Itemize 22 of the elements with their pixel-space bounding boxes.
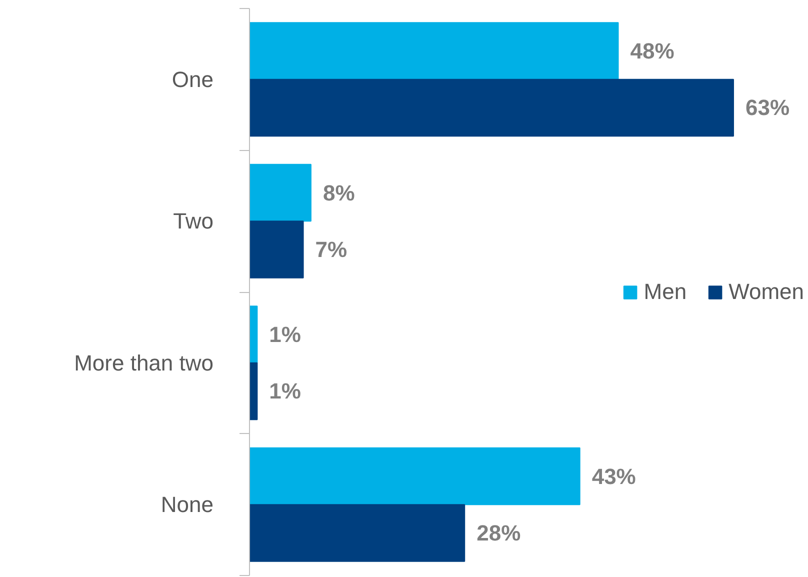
data-label: 43% xyxy=(592,464,636,489)
bar xyxy=(250,164,312,222)
legend-label: Women xyxy=(728,278,804,304)
data-label: 1% xyxy=(269,322,301,348)
data-label: 8% xyxy=(322,180,355,206)
bar xyxy=(250,504,466,562)
bar xyxy=(250,220,304,278)
bar xyxy=(250,447,580,506)
y-tick-label: None xyxy=(160,492,214,518)
data-label: 63% xyxy=(745,95,790,120)
y-tick-label: One xyxy=(172,66,214,92)
data-label: 28% xyxy=(476,520,521,546)
bar xyxy=(250,362,258,420)
data-label: 7% xyxy=(315,236,348,262)
bar xyxy=(250,306,258,364)
bar xyxy=(250,78,734,137)
bar xyxy=(250,22,619,80)
data-label: 48% xyxy=(630,38,674,64)
data-label: 1% xyxy=(269,378,301,404)
y-tick-label: Two xyxy=(173,208,214,234)
legend-label: Men xyxy=(644,278,687,304)
y-tick-label: More than two xyxy=(74,350,214,376)
